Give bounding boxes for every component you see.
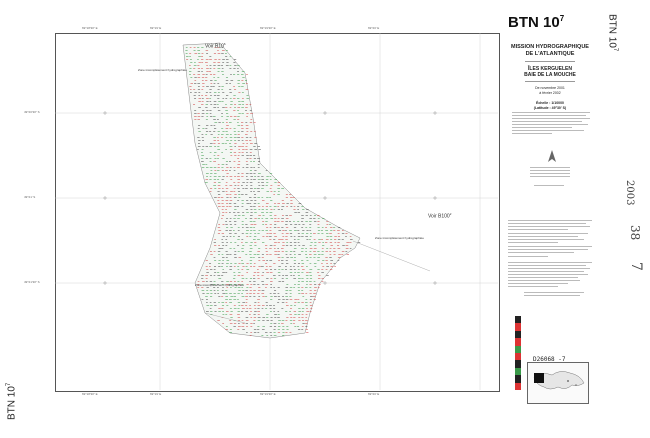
tick-bottom-2: 69°19' E <box>150 392 162 396</box>
zone-label-2: Zone incomplètement hydrographiée <box>375 236 424 240</box>
tick-top-4: 69°20' E <box>368 26 380 30</box>
tick-bottom-4: 69°20' E <box>368 392 380 396</box>
voir-right-label: Voir B1002 <box>428 212 452 220</box>
tick-top-1: 69°18'30" E <box>82 26 98 30</box>
survey-map <box>55 33 498 390</box>
tick-left-3: 49°21'30" S <box>24 280 40 284</box>
separator <box>525 61 575 62</box>
notes-text-block <box>508 112 592 296</box>
sheet-title: BTN 107 <box>508 14 565 31</box>
tick-top-3: 69°19'30" E <box>260 26 276 30</box>
handwritten-num1: 38 <box>628 225 642 241</box>
rotated-title-left: BTN 107 <box>6 382 18 420</box>
inset-locator-map <box>527 362 589 404</box>
depth-color-bar <box>515 316 521 390</box>
separator <box>525 81 575 82</box>
document-reference: D26068 -7 <box>533 356 566 363</box>
tick-bottom-3: 69°19'30" E <box>260 392 276 396</box>
mission-title: MISSION HYDROGRAPHIQUE DE L'ATLANTIQUE <box>511 44 589 57</box>
survey-dates: De novembre 2001 à février 2002 <box>535 86 565 95</box>
survey-area <box>182 42 361 339</box>
tick-left-1: 49°20'30" S <box>24 110 40 114</box>
voir-top-label: Voir B106 <box>205 42 226 50</box>
map-frame <box>55 33 500 392</box>
scale-info: Échelle : 1/10000 (Latitude : 49°30' S) <box>533 101 567 110</box>
handwritten-num2: 7 <box>628 262 644 271</box>
tick-left-2: 49°21' S <box>24 195 36 199</box>
zone-label-3: Zone incomplètement hydrographiée <box>195 283 244 287</box>
rotated-title-right: BTN 107 <box>606 14 618 52</box>
tick-bottom-1: 69°18'30" E <box>82 392 98 396</box>
zone-label-1: Zone incomplètement hydrographiée <box>138 68 187 72</box>
tick-top-2: 69°19' E <box>150 26 162 30</box>
handwritten-year: 2003 <box>624 180 635 206</box>
north-arrow-icon <box>548 150 556 162</box>
place-title: ÎLES KERGUELEN BAIE DE LA MOUCHE <box>524 66 576 78</box>
soundings-layer <box>185 47 431 336</box>
